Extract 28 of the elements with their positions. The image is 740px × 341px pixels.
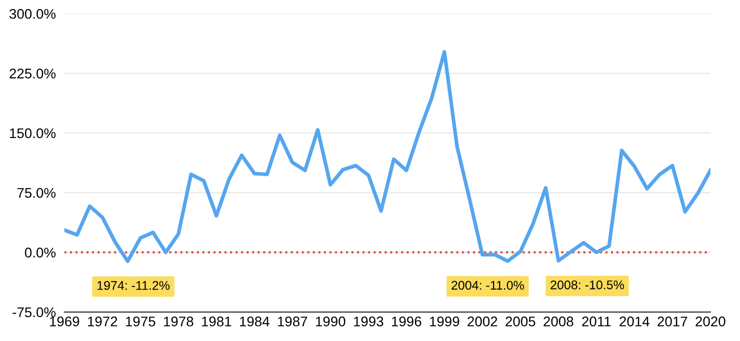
x-tick-label: 1981: [202, 316, 232, 326]
y-tick-label: 300.0%: [9, 8, 56, 19]
line-series: [64, 50, 710, 264]
x-tick-label: 2017: [658, 316, 688, 326]
y-tick-label: 225.0%: [10, 68, 56, 78]
x-tick-label: 2002: [468, 316, 498, 326]
annotation: 2004: -11.0%: [452, 280, 524, 290]
x-tick-label: 1987: [278, 316, 308, 326]
x-tick-label: 1996: [392, 316, 422, 326]
x-tick-label: 2014: [620, 316, 650, 326]
x-tick-label: 2008: [544, 316, 574, 326]
annotation: 1974: -11.2%: [98, 281, 170, 290]
y-tick-label: 75.0%: [17, 188, 56, 198]
x-tick-label: 1990: [316, 316, 346, 326]
x-tick-label: 1993: [354, 316, 384, 326]
y-tick-label: 0.0%: [24, 248, 56, 258]
x-tick-label: 1978: [164, 316, 194, 326]
x-tick-label: 1975: [126, 316, 156, 326]
x-tick-label: 2020: [696, 316, 726, 326]
x-tick-label: 1969: [50, 316, 80, 326]
y-tick-label: -75.0%: [12, 307, 56, 318]
y-tick-label: 150.0%: [10, 128, 56, 138]
x-tick-label: 2011: [582, 316, 611, 326]
x-tick-label: 2005: [506, 316, 536, 326]
x-tick-label: 1999: [430, 316, 460, 326]
annotation: 2008: -10.5%: [550, 280, 624, 290]
x-tick-label: 1984: [240, 316, 270, 326]
x-tick-label: 1972: [88, 316, 118, 326]
